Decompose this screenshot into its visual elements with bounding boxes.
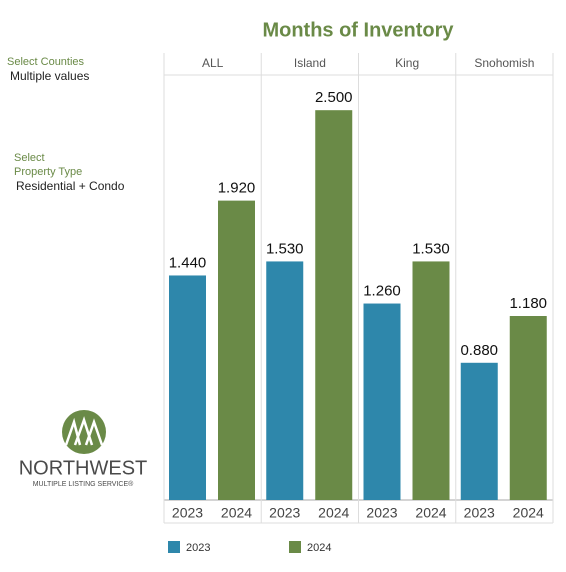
bar [460, 362, 498, 500]
bar [315, 110, 353, 501]
x-tick-label: 2024 [318, 505, 349, 521]
x-tick-label: 2023 [464, 505, 495, 521]
panel-header: Snohomish [474, 56, 534, 70]
filter-value: Multiple values [10, 69, 89, 83]
filter-label: Property Type [14, 166, 82, 178]
data-label: 1.530 [412, 240, 450, 257]
bar [169, 275, 206, 500]
chart-title: Months of Inventory [262, 19, 454, 41]
x-tick-label: 2023 [172, 505, 203, 521]
bar [509, 316, 547, 500]
legend-swatch [168, 541, 180, 553]
x-tick-label: 2023 [366, 505, 397, 521]
logo: NORTHWEST MULTIPLE LISTING SERVICE® [19, 410, 148, 488]
x-tick-label: 2024 [221, 505, 252, 521]
bar [412, 261, 450, 500]
data-label: 1.180 [509, 295, 547, 312]
filter-label: Select Counties [7, 56, 85, 68]
bar [266, 261, 304, 500]
panel-header: Island [294, 56, 326, 70]
data-label: 2.500 [315, 89, 353, 106]
logo-trees [64, 416, 104, 446]
bar [218, 200, 255, 500]
panel-header: King [395, 56, 419, 70]
logo-circle [62, 410, 106, 454]
legend-label: 2023 [186, 542, 210, 554]
data-label: 0.880 [460, 342, 498, 359]
legend-swatch [289, 541, 301, 553]
x-tick-label: 2023 [269, 505, 300, 521]
logo-name: NORTHWEST [19, 457, 148, 479]
filter-value: Residential + Condo [16, 179, 125, 193]
x-tick-label: 2024 [415, 505, 446, 521]
filter-label: Select [14, 152, 45, 164]
legend-label: 2024 [307, 542, 331, 554]
data-label: 1.260 [363, 283, 401, 300]
bar [363, 303, 401, 500]
data-label: 1.920 [218, 180, 256, 197]
panel-header: ALL [202, 56, 224, 70]
logo-tagline: MULTIPLE LISTING SERVICE® [33, 480, 134, 488]
x-tick-label: 2024 [513, 505, 544, 521]
data-label: 1.530 [266, 240, 304, 257]
data-label: 1.440 [169, 254, 207, 271]
